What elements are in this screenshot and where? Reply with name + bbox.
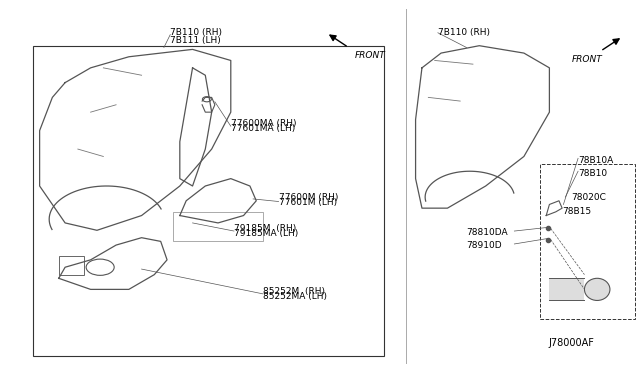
Bar [173, 212, 262, 241]
Text: 79185M  (RH): 79185M (RH) [234, 224, 296, 233]
Text: 78B10: 78B10 [578, 169, 607, 177]
Bar [33, 46, 384, 356]
Text: 77601M (LH): 77601M (LH) [278, 198, 337, 207]
Text: FRONT: FRONT [355, 51, 386, 60]
Text: 79185MA (LH): 79185MA (LH) [234, 230, 298, 238]
Text: J78000AF: J78000AF [548, 339, 594, 349]
Text: 7B110 (RH): 7B110 (RH) [170, 28, 222, 37]
Text: 7B110 (RH): 7B110 (RH) [438, 28, 490, 37]
Ellipse shape [584, 278, 610, 301]
Text: 78B15: 78B15 [562, 207, 591, 217]
Text: 7B111 (LH): 7B111 (LH) [170, 36, 221, 45]
Text: 77600MA (RH): 77600MA (RH) [231, 119, 296, 128]
Text: 85252M  (RH): 85252M (RH) [262, 287, 324, 296]
Text: 77600M (RH): 77600M (RH) [278, 193, 338, 202]
Bar [59, 256, 84, 275]
Text: 78020C: 78020C [572, 193, 607, 202]
Polygon shape [549, 278, 584, 301]
Text: FRONT: FRONT [572, 55, 602, 64]
Bar [540, 164, 636, 319]
Text: 78810DA: 78810DA [467, 228, 508, 237]
Text: 78B10A: 78B10A [578, 155, 613, 165]
Text: 78910D: 78910D [467, 241, 502, 250]
Text: 85252MA (LH): 85252MA (LH) [262, 292, 326, 301]
Text: 77601MA (LH): 77601MA (LH) [231, 124, 295, 133]
